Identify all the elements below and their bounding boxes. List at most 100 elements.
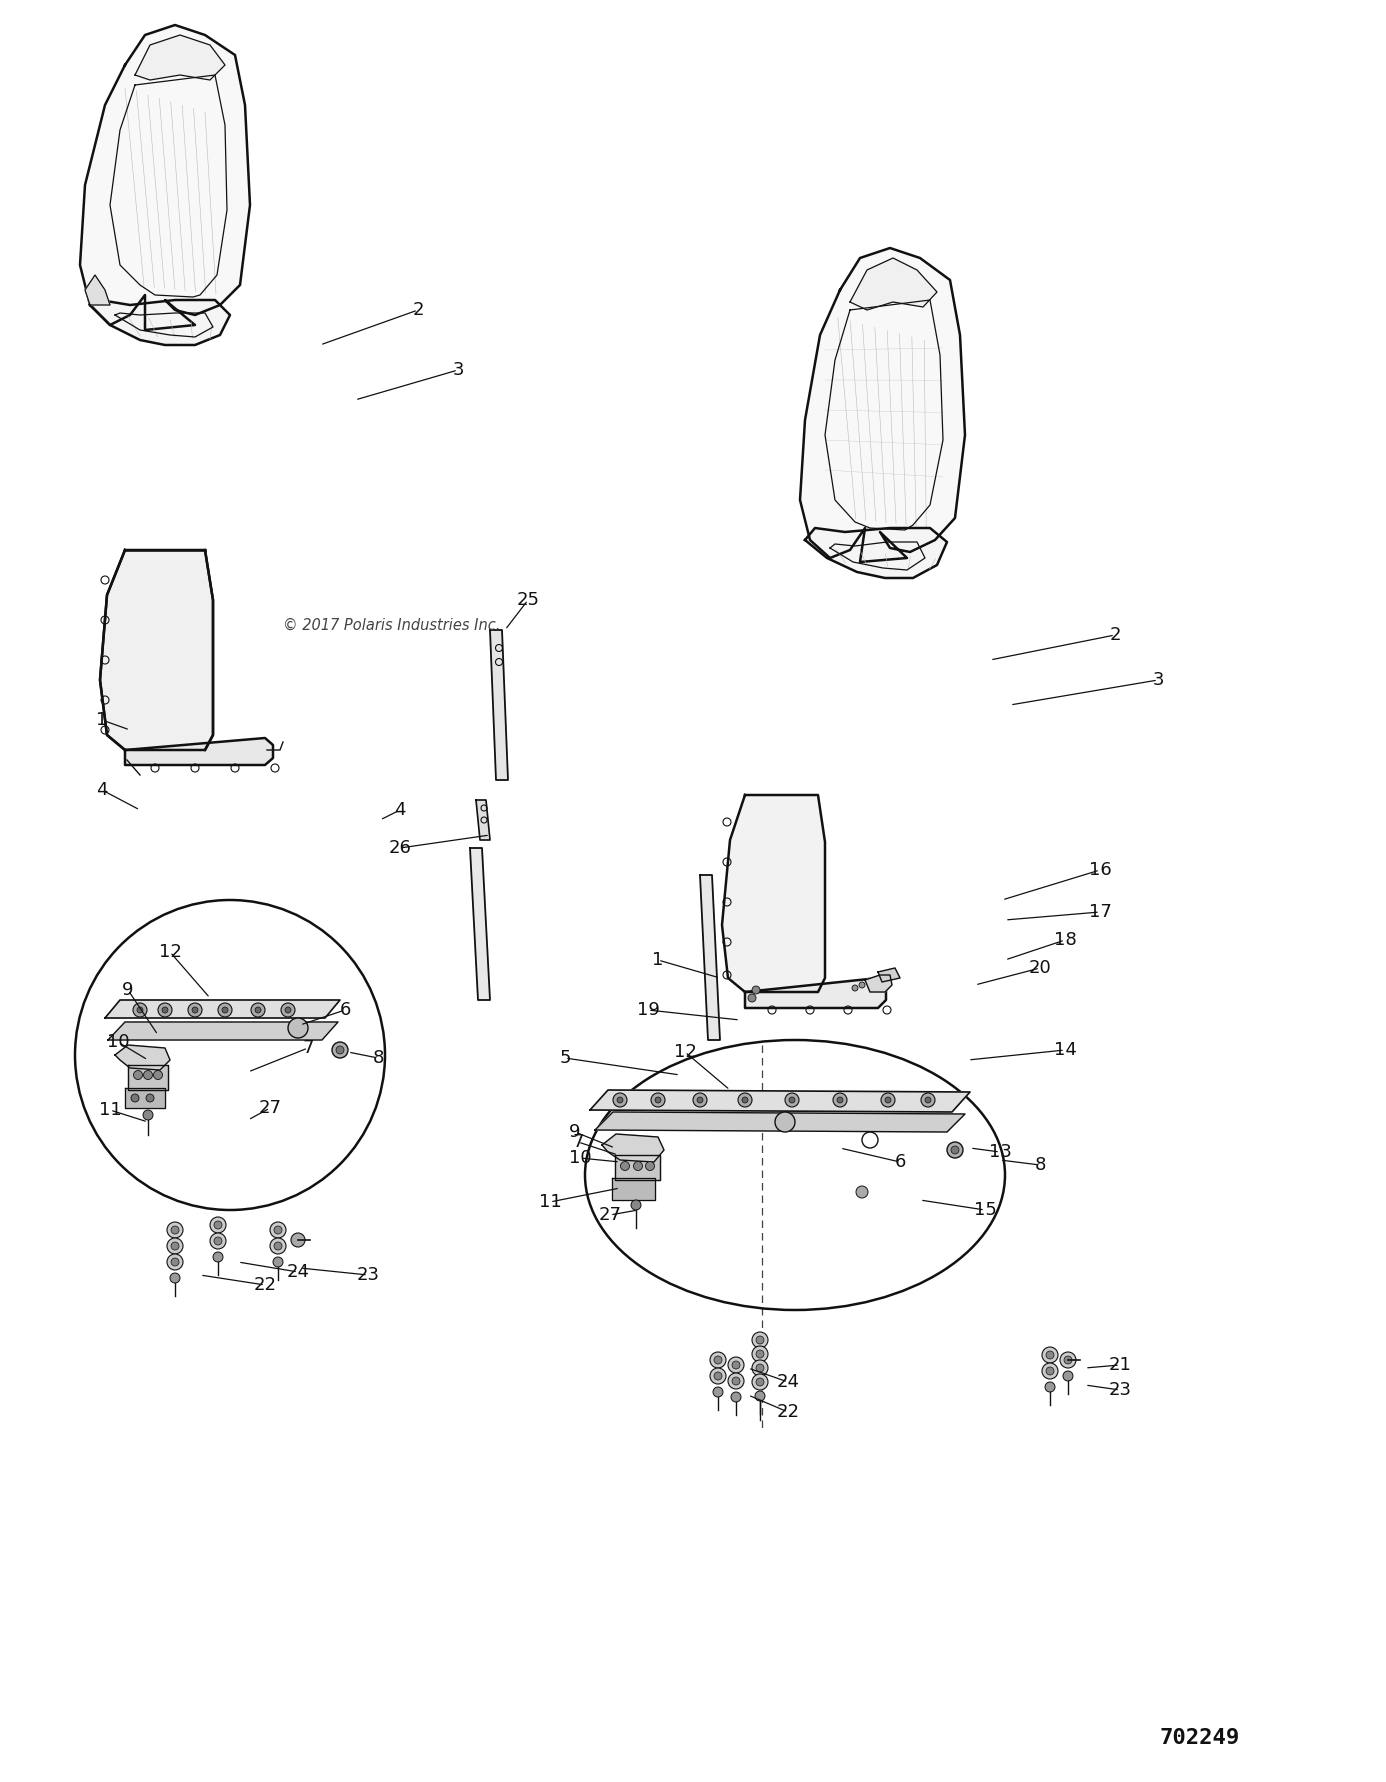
Text: 6: 6 [894, 1153, 905, 1171]
Circle shape [753, 1374, 768, 1390]
Circle shape [753, 1331, 768, 1347]
Circle shape [1063, 1370, 1073, 1381]
Text: 24: 24 [776, 1372, 800, 1392]
Text: 26: 26 [388, 839, 412, 857]
Text: 4: 4 [96, 781, 108, 798]
Circle shape [251, 1003, 265, 1018]
Circle shape [166, 1222, 183, 1238]
Circle shape [213, 1253, 223, 1262]
Text: 27: 27 [599, 1206, 621, 1224]
Circle shape [857, 1187, 868, 1198]
Circle shape [789, 1098, 796, 1103]
Circle shape [222, 1007, 229, 1012]
Circle shape [1045, 1383, 1055, 1392]
Text: 19: 19 [636, 1001, 660, 1019]
Text: 2: 2 [1109, 625, 1121, 643]
Circle shape [730, 1392, 742, 1402]
Polygon shape [722, 795, 825, 993]
Polygon shape [80, 25, 249, 330]
Circle shape [274, 1242, 281, 1249]
Circle shape [753, 1360, 768, 1376]
Text: 10: 10 [107, 1034, 129, 1051]
Text: © 2017 Polaris Industries Inc.: © 2017 Polaris Industries Inc. [283, 618, 500, 633]
Text: 7: 7 [302, 1039, 313, 1057]
Circle shape [1064, 1356, 1071, 1363]
Polygon shape [491, 631, 509, 781]
Polygon shape [865, 975, 893, 993]
Circle shape [270, 1222, 286, 1238]
Circle shape [613, 1092, 626, 1107]
Text: 16: 16 [1088, 861, 1112, 879]
Text: 2: 2 [412, 301, 424, 319]
Circle shape [291, 1233, 305, 1247]
Circle shape [286, 1007, 291, 1012]
Circle shape [1046, 1367, 1053, 1376]
Circle shape [737, 1092, 753, 1107]
Polygon shape [128, 1066, 168, 1091]
Circle shape [213, 1221, 222, 1230]
Circle shape [211, 1217, 226, 1233]
Circle shape [755, 1377, 764, 1386]
Text: 12: 12 [674, 1042, 696, 1060]
Text: 13: 13 [988, 1142, 1012, 1162]
Text: 14: 14 [1053, 1041, 1077, 1059]
Polygon shape [877, 968, 900, 982]
Circle shape [947, 1142, 963, 1158]
Text: 12: 12 [158, 943, 182, 960]
Text: 23: 23 [1109, 1381, 1131, 1399]
Circle shape [755, 1363, 764, 1372]
Circle shape [710, 1353, 726, 1369]
Circle shape [158, 1003, 172, 1018]
Polygon shape [805, 527, 947, 577]
Circle shape [881, 1092, 895, 1107]
Polygon shape [850, 258, 937, 310]
Circle shape [170, 1226, 179, 1233]
Circle shape [755, 1336, 764, 1344]
Polygon shape [125, 1089, 165, 1108]
Circle shape [837, 1098, 843, 1103]
Polygon shape [90, 299, 230, 346]
Polygon shape [615, 1155, 660, 1180]
Circle shape [728, 1372, 744, 1388]
Circle shape [170, 1258, 179, 1265]
Polygon shape [613, 1178, 656, 1199]
Text: 25: 25 [517, 592, 539, 609]
Circle shape [951, 1146, 959, 1155]
Circle shape [922, 1092, 936, 1107]
Polygon shape [602, 1133, 664, 1162]
Circle shape [274, 1226, 281, 1233]
Circle shape [170, 1242, 179, 1249]
Polygon shape [590, 1091, 970, 1112]
Polygon shape [134, 36, 225, 80]
Circle shape [162, 1007, 168, 1012]
Circle shape [133, 1071, 143, 1080]
Circle shape [335, 1046, 344, 1053]
Circle shape [255, 1007, 261, 1012]
Circle shape [333, 1042, 348, 1059]
Circle shape [924, 1098, 931, 1103]
Polygon shape [115, 1044, 170, 1069]
Circle shape [633, 1162, 643, 1171]
Circle shape [646, 1162, 654, 1171]
Circle shape [753, 985, 760, 994]
Text: 7: 7 [572, 1133, 584, 1151]
Text: 1: 1 [96, 711, 108, 729]
Text: 17: 17 [1088, 903, 1112, 921]
Text: 23: 23 [356, 1265, 380, 1285]
Circle shape [728, 1358, 744, 1372]
Circle shape [273, 1256, 283, 1267]
Text: 22: 22 [776, 1402, 800, 1420]
Text: 15: 15 [973, 1201, 997, 1219]
Circle shape [714, 1356, 722, 1363]
Text: 4: 4 [394, 800, 406, 820]
Polygon shape [108, 1023, 338, 1041]
Text: 8: 8 [373, 1050, 384, 1067]
Text: 10: 10 [568, 1149, 592, 1167]
Circle shape [710, 1369, 726, 1385]
Circle shape [213, 1237, 222, 1246]
Circle shape [631, 1199, 640, 1210]
Circle shape [617, 1098, 622, 1103]
Text: 6: 6 [340, 1001, 351, 1019]
Circle shape [784, 1092, 798, 1107]
Text: 3: 3 [452, 362, 464, 380]
